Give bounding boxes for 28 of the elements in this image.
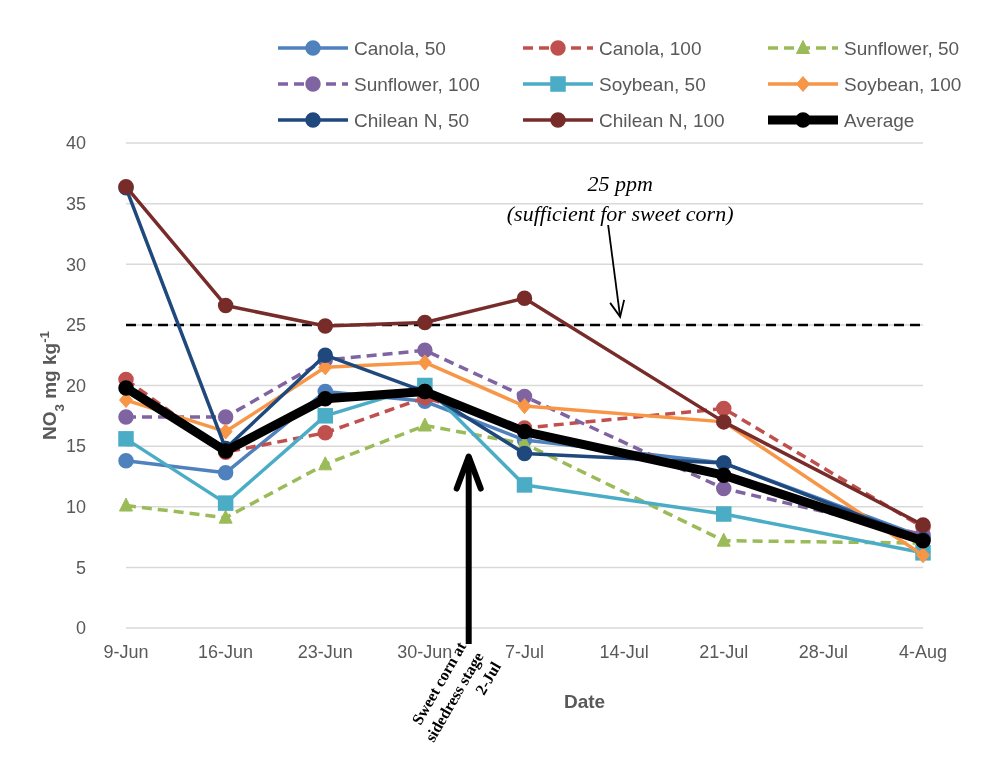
y-tick-label: 20 — [65, 375, 86, 396]
ref-line-label: 25 ppm (sufficient for sweet corn) — [506, 171, 734, 226]
legend-label: Sunflower, 50 — [844, 37, 960, 59]
y-tick-label: 30 — [65, 254, 86, 275]
y-tick-label: 40 — [65, 133, 86, 154]
x-tick-label: 23-Jun — [297, 642, 353, 662]
y-tick-label: 35 — [65, 193, 86, 214]
y-tick-label: 10 — [65, 497, 86, 518]
legend-label: Chilean N, 50 — [354, 109, 470, 131]
x-tick-label: 14-Jul — [599, 642, 649, 662]
x-tick-label: 7-Jul — [504, 642, 545, 662]
x-tick-label: 21-Jul — [699, 642, 749, 662]
x-tick-label: 16-Jun — [198, 642, 254, 662]
legend-label: Sunflower, 100 — [354, 73, 480, 95]
x-axis-title: Date — [563, 691, 606, 712]
legend-label: Average — [844, 109, 915, 131]
x-tick-label: 28-Jul — [798, 642, 848, 662]
y-tick-label: 25 — [65, 315, 86, 336]
legend-label: Canola, 50 — [354, 37, 446, 59]
x-tick-label: 4-Aug — [898, 642, 948, 662]
y-tick-label: 0 — [75, 618, 86, 639]
legend-label: Soybean, 100 — [844, 73, 962, 95]
legend-label: Canola, 100 — [599, 37, 702, 59]
y-tick-label: 15 — [65, 436, 86, 457]
legend-label: Chilean N, 100 — [599, 109, 725, 131]
legend-label: Soybean, 50 — [599, 73, 706, 95]
x-tick-label: 9-Jun — [103, 642, 149, 662]
y-tick-label: 5 — [75, 557, 86, 578]
